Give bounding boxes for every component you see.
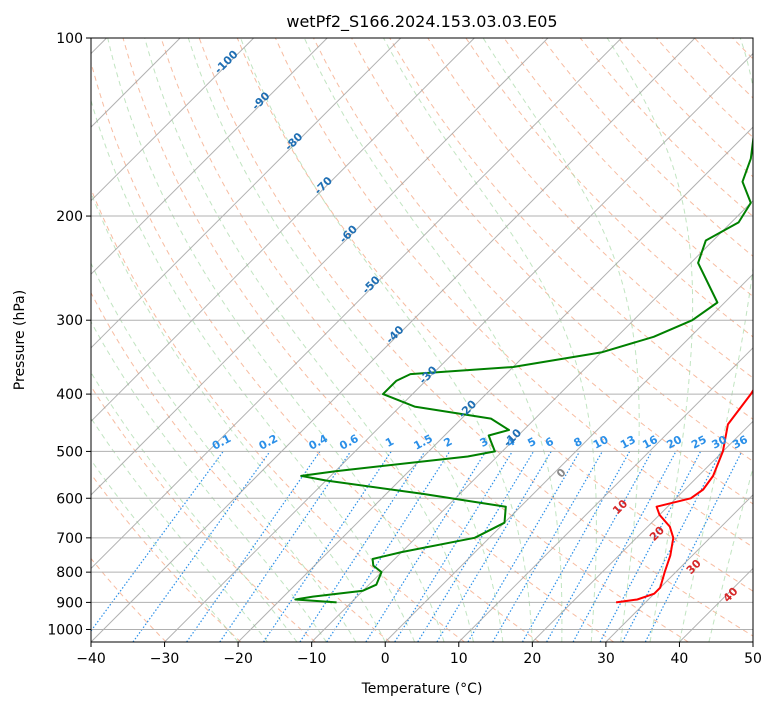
x-tick-label: 40 — [671, 651, 689, 667]
moist-adiabat-line — [91, 191, 386, 642]
y-tick-label: 500 — [56, 444, 83, 460]
y-tick-label: 400 — [56, 387, 83, 403]
mixing-ratio-line — [394, 451, 513, 642]
x-tick-label: 10 — [450, 651, 468, 667]
isotherm-line — [384, 273, 753, 642]
moist-adiabat-line — [303, 38, 563, 642]
mixing-ratio-line — [417, 451, 535, 642]
isotherm-line — [91, 38, 696, 642]
mixing-ratio-line — [644, 451, 743, 642]
mixing-ratio-label: 13 — [618, 433, 638, 452]
mixing-ratio-label: 20 — [664, 433, 684, 452]
dry-adiabat-line — [91, 385, 316, 642]
mixing-ratio-label: 10 — [591, 433, 611, 452]
isotherm-line — [91, 38, 255, 202]
isotherm-line — [311, 199, 753, 642]
isotherm-line — [237, 126, 753, 642]
x-tick-label: −20 — [223, 651, 253, 667]
x-tick-label: 20 — [523, 651, 541, 667]
x-tick-label: −10 — [297, 651, 327, 667]
moist-adiabat-line — [91, 458, 239, 642]
dry-adiabat-line — [160, 38, 689, 642]
background-lines — [91, 38, 753, 642]
moist-adiabat-line — [91, 417, 268, 642]
isotherm-line — [91, 38, 402, 349]
dry-adiabat-line — [91, 291, 391, 642]
x-tick-label: 30 — [597, 651, 615, 667]
isotherm-line — [91, 38, 328, 275]
x-tick-label: 0 — [381, 651, 390, 667]
mixing-ratio-label: 25 — [689, 433, 709, 452]
mixing-ratio-label: 30 — [710, 433, 730, 452]
moist-adiabat-line — [240, 38, 533, 642]
x-tick-label: 50 — [744, 651, 762, 667]
dry-adiabat-line — [91, 557, 167, 642]
dry-adiabat-line — [274, 38, 753, 548]
mixing-ratio-line — [132, 451, 271, 642]
y-tick-label: 300 — [56, 313, 83, 329]
dry-adiabat-line — [389, 38, 753, 420]
isotherm-line — [91, 38, 549, 496]
y-tick-label: 100 — [56, 31, 83, 47]
y-tick-label: 900 — [56, 595, 83, 611]
mixing-ratio-line — [186, 451, 321, 642]
moist-adiabat-line — [606, 38, 694, 642]
mixing-ratio-line — [219, 451, 352, 642]
dry-adiabat-line — [313, 38, 753, 505]
x-tick-label: −30 — [150, 651, 180, 667]
dry-adiabat-line — [465, 38, 753, 338]
moist-adiabat-line — [144, 38, 474, 642]
mixing-ratio-line — [599, 451, 702, 642]
mixing-ratio-line — [326, 451, 451, 642]
moist-adiabat-line — [482, 38, 640, 642]
mixing-ratio-line — [91, 451, 224, 632]
isotherm-line — [458, 347, 753, 642]
mixing-ratio-line — [521, 451, 631, 642]
isotherm-line — [605, 494, 753, 642]
dry-adiabat-line — [503, 38, 753, 298]
mixing-ratio-line — [622, 451, 722, 642]
isotherm-line — [91, 38, 475, 423]
moist-adiabat-line — [107, 38, 445, 642]
dry-adiabat-line — [91, 60, 540, 642]
y-axis-label: Pressure (hPa) — [12, 290, 28, 390]
y-tick-label: 700 — [56, 531, 83, 547]
mixing-ratio-line — [492, 451, 603, 642]
dewpoint-profile — [294, 133, 753, 604]
pressure-gridlines — [91, 38, 753, 630]
y-tick-label: 1000 — [47, 622, 83, 638]
isotherm-line — [164, 52, 753, 642]
x-axis-label: Temperature (°C) — [361, 681, 483, 697]
profile-lines — [294, 133, 753, 604]
mixing-ratio-label: 16 — [640, 433, 660, 452]
x-tick-label: −40 — [76, 651, 106, 667]
mixing-ratio-label: 36 — [730, 433, 750, 452]
dry-adiabat-line — [236, 38, 753, 592]
y-tick-label: 200 — [56, 209, 83, 225]
temperature-profile — [615, 388, 753, 604]
y-tick-label: 600 — [56, 491, 83, 507]
chart-title: wetPf2_S166.2024.153.03.03.E05 — [286, 12, 557, 32]
dry-adiabat-line — [91, 187, 465, 642]
dry-adiabat-line — [91, 473, 242, 642]
mixing-ratio-line — [299, 451, 426, 642]
y-tick-label: 800 — [56, 565, 83, 581]
dry-adiabat-line — [351, 38, 753, 462]
dry-adiabat-line — [122, 38, 614, 642]
plot-frame — [90, 37, 754, 643]
moist-adiabat-line — [91, 98, 416, 642]
isotherm-line — [91, 38, 622, 570]
mixing-ratio-line — [572, 451, 677, 642]
axes: −40 −30 −20 −10 0 10 20 30 40 50 100 200 300 400 500 60… — [47, 31, 762, 667]
isotherm-line — [531, 420, 753, 642]
moist-adiabat-line — [383, 38, 597, 642]
